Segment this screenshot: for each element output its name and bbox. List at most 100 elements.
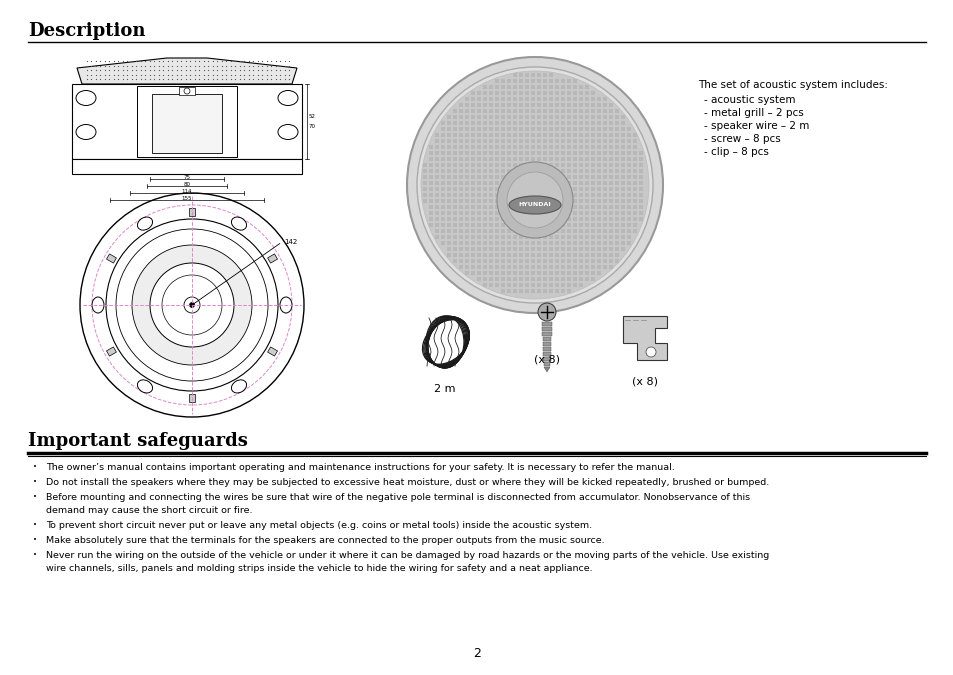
Bar <box>626 163 630 167</box>
Bar <box>608 265 613 269</box>
Bar <box>447 157 451 161</box>
Text: 114: 114 <box>182 189 193 194</box>
Bar <box>482 103 486 107</box>
Bar <box>584 181 588 185</box>
Bar <box>495 133 498 137</box>
Bar <box>482 217 486 221</box>
Bar <box>626 157 630 161</box>
Bar <box>633 157 637 161</box>
Bar <box>482 175 486 179</box>
Bar <box>513 211 517 215</box>
Bar <box>524 181 529 185</box>
Bar <box>489 271 493 275</box>
Bar <box>513 169 517 173</box>
Bar <box>524 193 529 197</box>
Bar <box>500 175 504 179</box>
Bar <box>531 187 535 191</box>
Bar <box>531 211 535 215</box>
Bar <box>578 253 582 257</box>
Bar <box>495 103 498 107</box>
Bar <box>584 121 588 125</box>
Polygon shape <box>77 58 296 84</box>
Bar <box>620 181 624 185</box>
Bar <box>482 211 486 215</box>
Bar <box>506 271 511 275</box>
Bar <box>500 181 504 185</box>
Bar <box>615 217 618 221</box>
Bar <box>495 181 498 185</box>
Bar <box>513 283 517 287</box>
Bar <box>548 97 553 101</box>
Bar <box>584 217 588 221</box>
Bar <box>542 217 546 221</box>
Bar <box>464 163 469 167</box>
Bar <box>435 187 438 191</box>
Bar <box>495 277 498 281</box>
Bar <box>639 193 642 197</box>
Bar <box>633 145 637 149</box>
Bar <box>639 163 642 167</box>
Bar <box>537 145 540 149</box>
Bar <box>560 229 564 233</box>
Circle shape <box>116 229 268 381</box>
Bar <box>513 235 517 239</box>
Bar <box>447 229 451 233</box>
Circle shape <box>184 88 190 94</box>
Bar <box>548 145 553 149</box>
Bar <box>447 199 451 203</box>
Bar <box>608 127 613 131</box>
Bar <box>513 277 517 281</box>
Bar <box>597 181 600 185</box>
Bar <box>573 121 577 125</box>
Bar <box>482 109 486 113</box>
Bar <box>429 151 433 155</box>
Bar <box>471 115 475 119</box>
Bar <box>608 133 613 137</box>
Bar <box>489 205 493 209</box>
Bar <box>518 157 522 161</box>
Bar <box>464 223 469 227</box>
Circle shape <box>645 347 656 357</box>
Bar <box>615 181 618 185</box>
Bar <box>615 193 618 197</box>
Text: The set of acoustic system includes:: The set of acoustic system includes: <box>698 80 887 90</box>
Bar <box>267 347 277 356</box>
Bar <box>471 181 475 185</box>
Bar <box>464 175 469 179</box>
Bar <box>633 187 637 191</box>
Bar <box>584 193 588 197</box>
Bar <box>500 151 504 155</box>
Bar <box>602 193 606 197</box>
Ellipse shape <box>277 124 297 140</box>
Bar <box>464 211 469 215</box>
Bar <box>471 259 475 263</box>
Bar <box>560 271 564 275</box>
Bar <box>602 211 606 215</box>
Bar <box>633 223 637 227</box>
Bar <box>608 205 613 209</box>
Bar <box>560 139 564 143</box>
Bar <box>458 223 462 227</box>
Bar <box>458 235 462 239</box>
Bar <box>500 157 504 161</box>
Bar <box>429 157 433 161</box>
Bar <box>435 133 438 137</box>
Bar <box>597 223 600 227</box>
Bar <box>560 253 564 257</box>
Bar <box>464 253 469 257</box>
Bar <box>464 259 469 263</box>
Bar <box>506 187 511 191</box>
Bar <box>524 199 529 203</box>
Bar <box>578 241 582 245</box>
Bar <box>506 205 511 209</box>
Bar <box>506 109 511 113</box>
Bar <box>555 283 558 287</box>
Bar <box>555 115 558 119</box>
Bar <box>602 133 606 137</box>
Bar <box>476 157 480 161</box>
Bar <box>506 79 511 83</box>
Bar <box>542 139 546 143</box>
Bar <box>513 133 517 137</box>
Bar <box>573 193 577 197</box>
Bar <box>602 103 606 107</box>
